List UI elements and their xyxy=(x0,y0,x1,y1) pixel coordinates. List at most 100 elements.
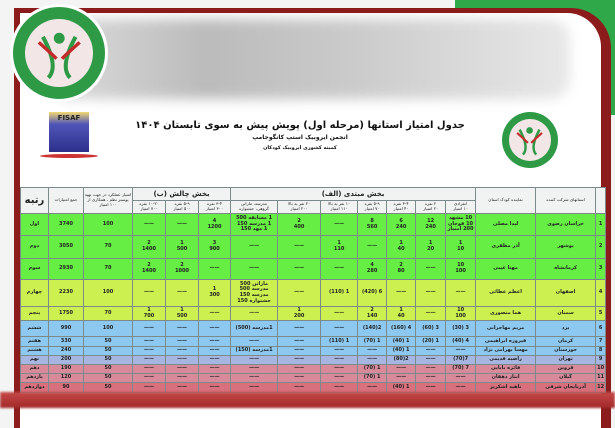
table-row: 10 قزوین فائزه بابایی 7 (70) —— —— 1 (70) —— —— —… xyxy=(20,364,607,374)
cell-representative: مهتا غیبی xyxy=(475,258,537,280)
fisaf-logo: FISAF xyxy=(40,112,98,168)
cell-a-1: —— xyxy=(415,373,447,383)
cell-a-2: 2 80 xyxy=(386,258,417,280)
cell-total: 2230 xyxy=(48,279,84,307)
cell-a-5: —— xyxy=(277,373,322,383)
cell-a-0: —— xyxy=(445,279,477,307)
cell-province: خراسان رضوی xyxy=(535,213,597,236)
cell-total: 330 xyxy=(48,336,84,347)
cell-a-4: —— xyxy=(320,306,359,321)
cell-a-3: 4 280 xyxy=(357,258,388,280)
cell-a-4: —— xyxy=(320,382,359,393)
cell-b-0: —— xyxy=(198,336,232,347)
cell-b-1: 1 500 xyxy=(165,306,200,321)
cell-a-4: 1 (110) xyxy=(320,279,359,307)
cell-province: قزوین xyxy=(535,364,597,374)
cell-a-3: —— xyxy=(357,235,388,259)
header-a-0: انفرادی ۱۰ امتیاز xyxy=(445,200,477,214)
cell-a-6: —— xyxy=(230,382,279,393)
cell-b-0: —— xyxy=(198,373,232,383)
cell-b-1: —— xyxy=(165,373,200,383)
cell-b-1: —— xyxy=(165,364,200,374)
cell-a-2: —— xyxy=(386,373,417,383)
cell-number: 7 xyxy=(595,336,607,347)
table-row: 4 اصفهان اعظم عطائی —— —— —— 6 (420) 1 (110) —— م… xyxy=(20,279,607,307)
cell-a-0: —— xyxy=(445,373,477,383)
cell-a-6: —— xyxy=(230,306,279,321)
cell-a-4: —— xyxy=(320,373,359,383)
cell-province: کرمان xyxy=(535,336,597,347)
cell-a-4: —— xyxy=(320,346,359,356)
page-title: جدول امتیاز استانها (مرحله اول) پویش پیش… xyxy=(135,120,465,131)
cell-number: 6 xyxy=(595,320,607,337)
header-a-1: ۲ نفره ۲۰ امتیاز xyxy=(415,200,447,214)
cell-a-1: —— xyxy=(415,355,447,365)
header-total: جمع امتیازات xyxy=(48,187,84,214)
cell-a-0: 10 100 xyxy=(445,258,477,280)
cell-b-2: —— xyxy=(131,336,167,347)
cell-a-4: —— xyxy=(320,355,359,365)
cell-a-6: 1مدرسه (500) xyxy=(230,320,279,337)
cell-a-0: 10 مشهد 10 قوچان 200 امتیاز xyxy=(445,213,477,236)
cell-b-2: —— xyxy=(131,346,167,356)
cell-total: 240 xyxy=(48,346,84,356)
header-province: استانهای شرکت کننده xyxy=(535,187,597,214)
cell-b-2: —— xyxy=(131,364,167,374)
cell-a-0: 7(70) xyxy=(445,355,477,365)
committee-name: کمیته کشوری ایروبیک کودکان xyxy=(263,145,337,151)
cell-rank: سوم xyxy=(20,258,49,280)
cell-b-1: —— xyxy=(165,213,200,236)
cell-b-1: 2 1000 xyxy=(165,258,200,280)
cell-b-0: —— xyxy=(198,346,232,356)
table-row: 2 بوشهر آذر مظفری 1 10 1 20 1 40 —— 1 110 —— —— 3 … xyxy=(20,235,607,259)
cell-province: آذربایجان شرقی xyxy=(535,382,597,393)
cell-b-2: 2 1400 xyxy=(131,258,167,280)
cell-province: تهران xyxy=(535,355,597,365)
cell-province: یزد xyxy=(535,320,597,337)
cell-b-2: —— xyxy=(131,279,167,307)
cell-province: کرمانشاه xyxy=(535,258,597,280)
cell-rank: دهم xyxy=(20,364,49,374)
cell-a-0: —— xyxy=(445,382,477,393)
cell-number: 11 xyxy=(595,373,607,383)
cell-a-5: —— xyxy=(277,364,322,374)
cell-a-1: —— xyxy=(415,279,447,307)
cell-representative: لیدا مصلی xyxy=(475,213,537,236)
cell-a-3: —— xyxy=(357,346,388,356)
cell-a-6: —— xyxy=(230,336,279,347)
cell-a-5: —— xyxy=(277,258,322,280)
cell-total: 120 xyxy=(48,373,84,383)
cell-a-1: 1 20 xyxy=(415,235,447,259)
cell-b-0: —— xyxy=(198,364,232,374)
cell-a-4: —— xyxy=(320,213,359,236)
header-a-4: ۱۰ نفر به بالا ۱۱۰ امتیاز xyxy=(320,200,359,214)
header-group-a: بخش مبتدی (الف) xyxy=(230,187,477,201)
cell-a-0: 4 (40) xyxy=(445,336,477,347)
cell-performance: 100 xyxy=(83,320,133,337)
cell-a-5: —— xyxy=(277,336,322,347)
cell-a-2: 1 (40) xyxy=(386,336,417,347)
cell-total: 1750 xyxy=(48,306,84,321)
cell-b-2: —— xyxy=(131,382,167,393)
cell-b-0: —— xyxy=(198,382,232,393)
cell-a-0: 10 100 xyxy=(445,306,477,321)
cell-b-1: —— xyxy=(165,355,200,365)
cell-b-2: 1 700 xyxy=(131,306,167,321)
cell-rank: هشتم xyxy=(20,346,49,356)
header-representative: نماینده کودک استان xyxy=(475,187,537,214)
cell-b-2: —— xyxy=(131,213,167,236)
cell-a-0: 3 (30) xyxy=(445,320,477,337)
cell-b-1: 1 500 xyxy=(165,235,200,259)
cell-a-1: 1 (20) xyxy=(415,336,447,347)
cell-b-0: 4 1200 xyxy=(198,213,232,236)
cell-performance: 50 xyxy=(83,373,133,383)
cell-performance: 50 xyxy=(83,346,133,356)
cell-rank: دوم xyxy=(20,235,49,259)
header-rank: رتبه xyxy=(20,187,49,214)
cell-rank: دوازدهم xyxy=(20,382,49,393)
cell-province: سمنان xyxy=(535,306,597,321)
cell-b-0: —— xyxy=(198,320,232,337)
cell-representative: آذر مظفری xyxy=(475,235,537,259)
cell-a-6: ماراتن 500 مدرسه 500 مدرسه 150 جشنواره 1… xyxy=(230,279,279,307)
cell-rank: ششم xyxy=(20,320,49,337)
